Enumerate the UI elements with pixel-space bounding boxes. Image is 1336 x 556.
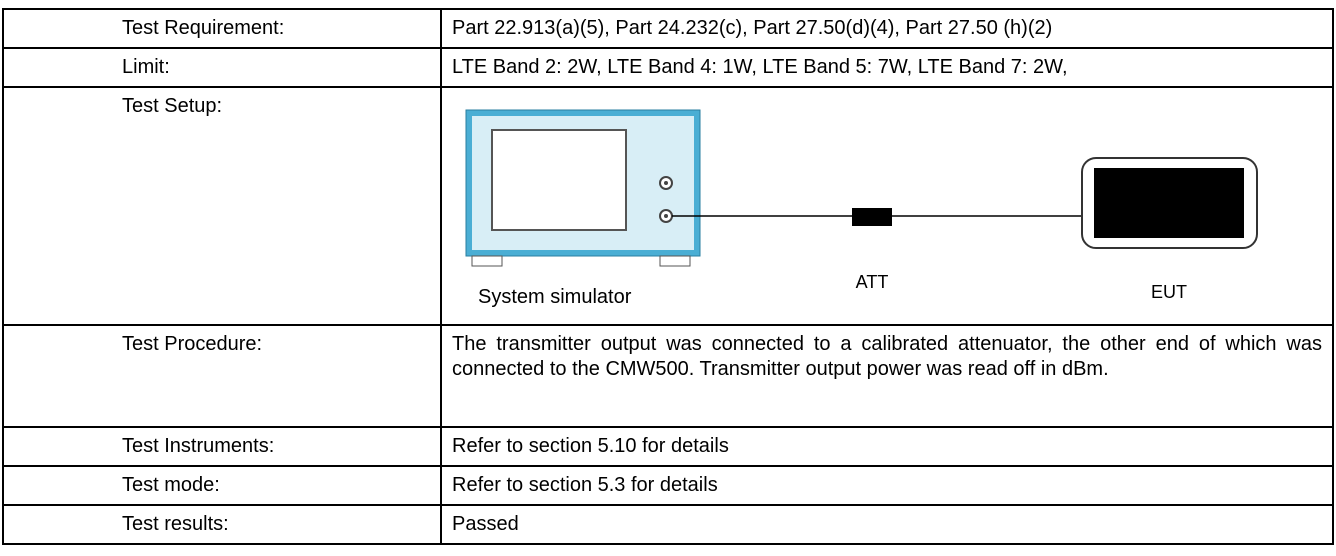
row-label: Limit: bbox=[2, 47, 442, 88]
row-value: LTE Band 2: 2W, LTE Band 4: 1W, LTE Band… bbox=[440, 47, 1334, 88]
port-center bbox=[664, 214, 668, 218]
row-value: System simulator ATT EUT bbox=[440, 86, 1334, 326]
simulator-screen bbox=[491, 129, 627, 231]
row-label: Test results: bbox=[2, 504, 442, 545]
row-value: Part 22.913(a)(5), Part 24.232(c), Part … bbox=[440, 8, 1334, 49]
diagram-label: ATT bbox=[856, 272, 889, 292]
row-label: Test mode: bbox=[2, 465, 442, 506]
row-label: Test Procedure: bbox=[2, 324, 442, 428]
diagram-label: System simulator bbox=[478, 286, 632, 308]
row-label: Test Setup: bbox=[2, 86, 442, 326]
diagram-label: EUT bbox=[1151, 282, 1187, 302]
row-label: Test Requirement: bbox=[2, 8, 442, 49]
table-body: Test Requirement: Part 22.913(a)(5), Part… bbox=[2, 8, 1334, 545]
port-center bbox=[664, 181, 668, 185]
row-label: Test Instruments: bbox=[2, 426, 442, 467]
table-row: Test Procedure: The transmitter output wa… bbox=[2, 324, 1334, 428]
foot bbox=[471, 255, 503, 267]
eut-screen bbox=[1094, 168, 1244, 238]
row-value: Passed bbox=[440, 504, 1334, 545]
test-table: Test Requirement: Part 22.913(a)(5), Part… bbox=[2, 8, 1334, 545]
row-value: The transmitter output was connected to … bbox=[440, 324, 1334, 428]
table-row: Test Requirement: Part 22.913(a)(5), Part… bbox=[2, 8, 1334, 49]
table-row: Test Setup: System simulator ATT EUT bbox=[2, 86, 1334, 326]
row-value: Refer to section 5.3 for details bbox=[440, 465, 1334, 506]
setup-diagram: System simulator ATT EUT bbox=[465, 109, 1258, 308]
row-value: Refer to section 5.10 for details bbox=[440, 426, 1334, 467]
foot bbox=[659, 255, 691, 267]
table-row: Test Instruments: Refer to section 5.10 f… bbox=[2, 426, 1334, 467]
attenuator bbox=[852, 208, 892, 226]
table-row: Test results: Passed bbox=[2, 504, 1334, 545]
table-row: Test mode: Refer to section 5.3 for detai… bbox=[2, 465, 1334, 506]
table-row: Limit: LTE Band 2: 2W, LTE Band 4: 1W, LT… bbox=[2, 47, 1334, 88]
